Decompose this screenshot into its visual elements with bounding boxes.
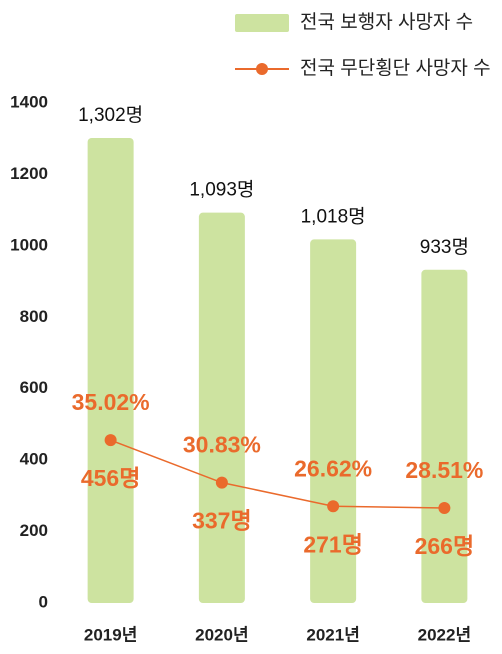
bar-value-label: 1,302명 xyxy=(78,104,143,126)
bar xyxy=(198,212,245,603)
x-tick-label: 2021년 xyxy=(306,625,359,644)
legend-swatch xyxy=(235,14,289,32)
legend-label: 전국 무단횡단 사망자 수 xyxy=(300,57,491,79)
line-value-label: 266명 xyxy=(415,533,475,559)
line-point xyxy=(327,500,340,513)
line-value-label: 337명 xyxy=(192,508,252,534)
line-value-label: 456명 xyxy=(81,465,141,491)
bar xyxy=(310,239,357,603)
bar-value-label: 1,018명 xyxy=(301,205,366,227)
line-value-label: 271명 xyxy=(303,531,363,557)
y-tick-label: 800 xyxy=(20,307,48,326)
share-label: 35.02% xyxy=(72,389,150,415)
share-label: 28.51% xyxy=(405,457,483,483)
bar xyxy=(421,269,468,603)
y-tick-label: 0 xyxy=(39,592,48,611)
y-tick-label: 1000 xyxy=(10,235,48,254)
y-tick-label: 200 xyxy=(20,521,48,540)
x-tick-label: 2022년 xyxy=(418,625,471,644)
y-tick-label: 1400 xyxy=(10,92,48,111)
line xyxy=(110,439,445,509)
legend-swatch xyxy=(256,63,268,75)
x-tick-label: 2020년 xyxy=(195,625,248,644)
y-tick-label: 400 xyxy=(20,450,48,469)
share-label: 30.83% xyxy=(183,432,261,458)
y-tick-label: 600 xyxy=(20,378,48,397)
share-label: 26.62% xyxy=(294,455,372,481)
legend-label: 전국 보행자 사망자 수 xyxy=(300,11,473,33)
line-point xyxy=(104,434,117,447)
line-point xyxy=(438,502,451,514)
bar xyxy=(87,138,134,603)
line-point xyxy=(215,476,228,489)
bar-value-label: 1,093명 xyxy=(189,179,254,201)
bar-value-label: 933명 xyxy=(420,236,469,258)
y-tick-label: 1200 xyxy=(10,164,48,183)
x-tick-label: 2019년 xyxy=(84,625,137,644)
